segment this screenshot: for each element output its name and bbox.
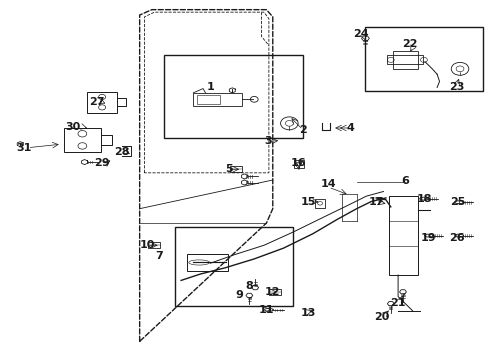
Text: 20: 20 [373, 312, 389, 322]
Text: 11: 11 [258, 305, 274, 315]
Text: 21: 21 [389, 298, 405, 308]
Text: 18: 18 [416, 194, 432, 204]
Text: 17: 17 [367, 197, 383, 207]
Text: 9: 9 [235, 291, 243, 301]
Text: 13: 13 [300, 309, 315, 318]
Text: 15: 15 [300, 197, 315, 207]
Bar [365, 27, 483, 91]
Text: 8: 8 [245, 281, 253, 291]
Text: 22: 22 [402, 40, 417, 49]
Text: 23: 23 [448, 82, 463, 93]
Bar [294, 159, 304, 168]
Text: 31: 31 [17, 143, 32, 153]
Text: 30: 30 [65, 122, 81, 132]
Bar [392, 51, 417, 69]
Text: 5: 5 [224, 164, 232, 174]
Bar [268, 289, 280, 295]
Text: 16: 16 [290, 158, 305, 168]
Bar [163, 55, 303, 138]
Bar [386, 55, 423, 64]
Text: 26: 26 [448, 233, 464, 243]
Text: 27: 27 [89, 97, 105, 107]
Bar [87, 92, 117, 113]
Bar [148, 242, 160, 248]
Text: 12: 12 [264, 287, 280, 297]
Text: 4: 4 [346, 123, 354, 133]
Text: 14: 14 [320, 179, 335, 189]
Bar [230, 166, 242, 172]
Bar [64, 128, 101, 152]
Bar [388, 196, 417, 275]
Text: 7: 7 [155, 251, 163, 261]
Bar [193, 93, 242, 106]
Bar [315, 199, 325, 208]
Text: 28: 28 [114, 147, 129, 157]
Text: 24: 24 [352, 29, 367, 39]
Bar [196, 95, 220, 104]
Text: 29: 29 [94, 158, 110, 168]
Text: 19: 19 [420, 233, 436, 243]
Text: 3: 3 [264, 136, 271, 146]
Bar [175, 227, 293, 306]
Bar [186, 254, 228, 271]
Text: 6: 6 [401, 176, 408, 186]
Text: 1: 1 [206, 82, 214, 92]
Text: 25: 25 [449, 197, 465, 207]
Text: 10: 10 [139, 240, 154, 250]
Text: 2: 2 [299, 125, 306, 135]
